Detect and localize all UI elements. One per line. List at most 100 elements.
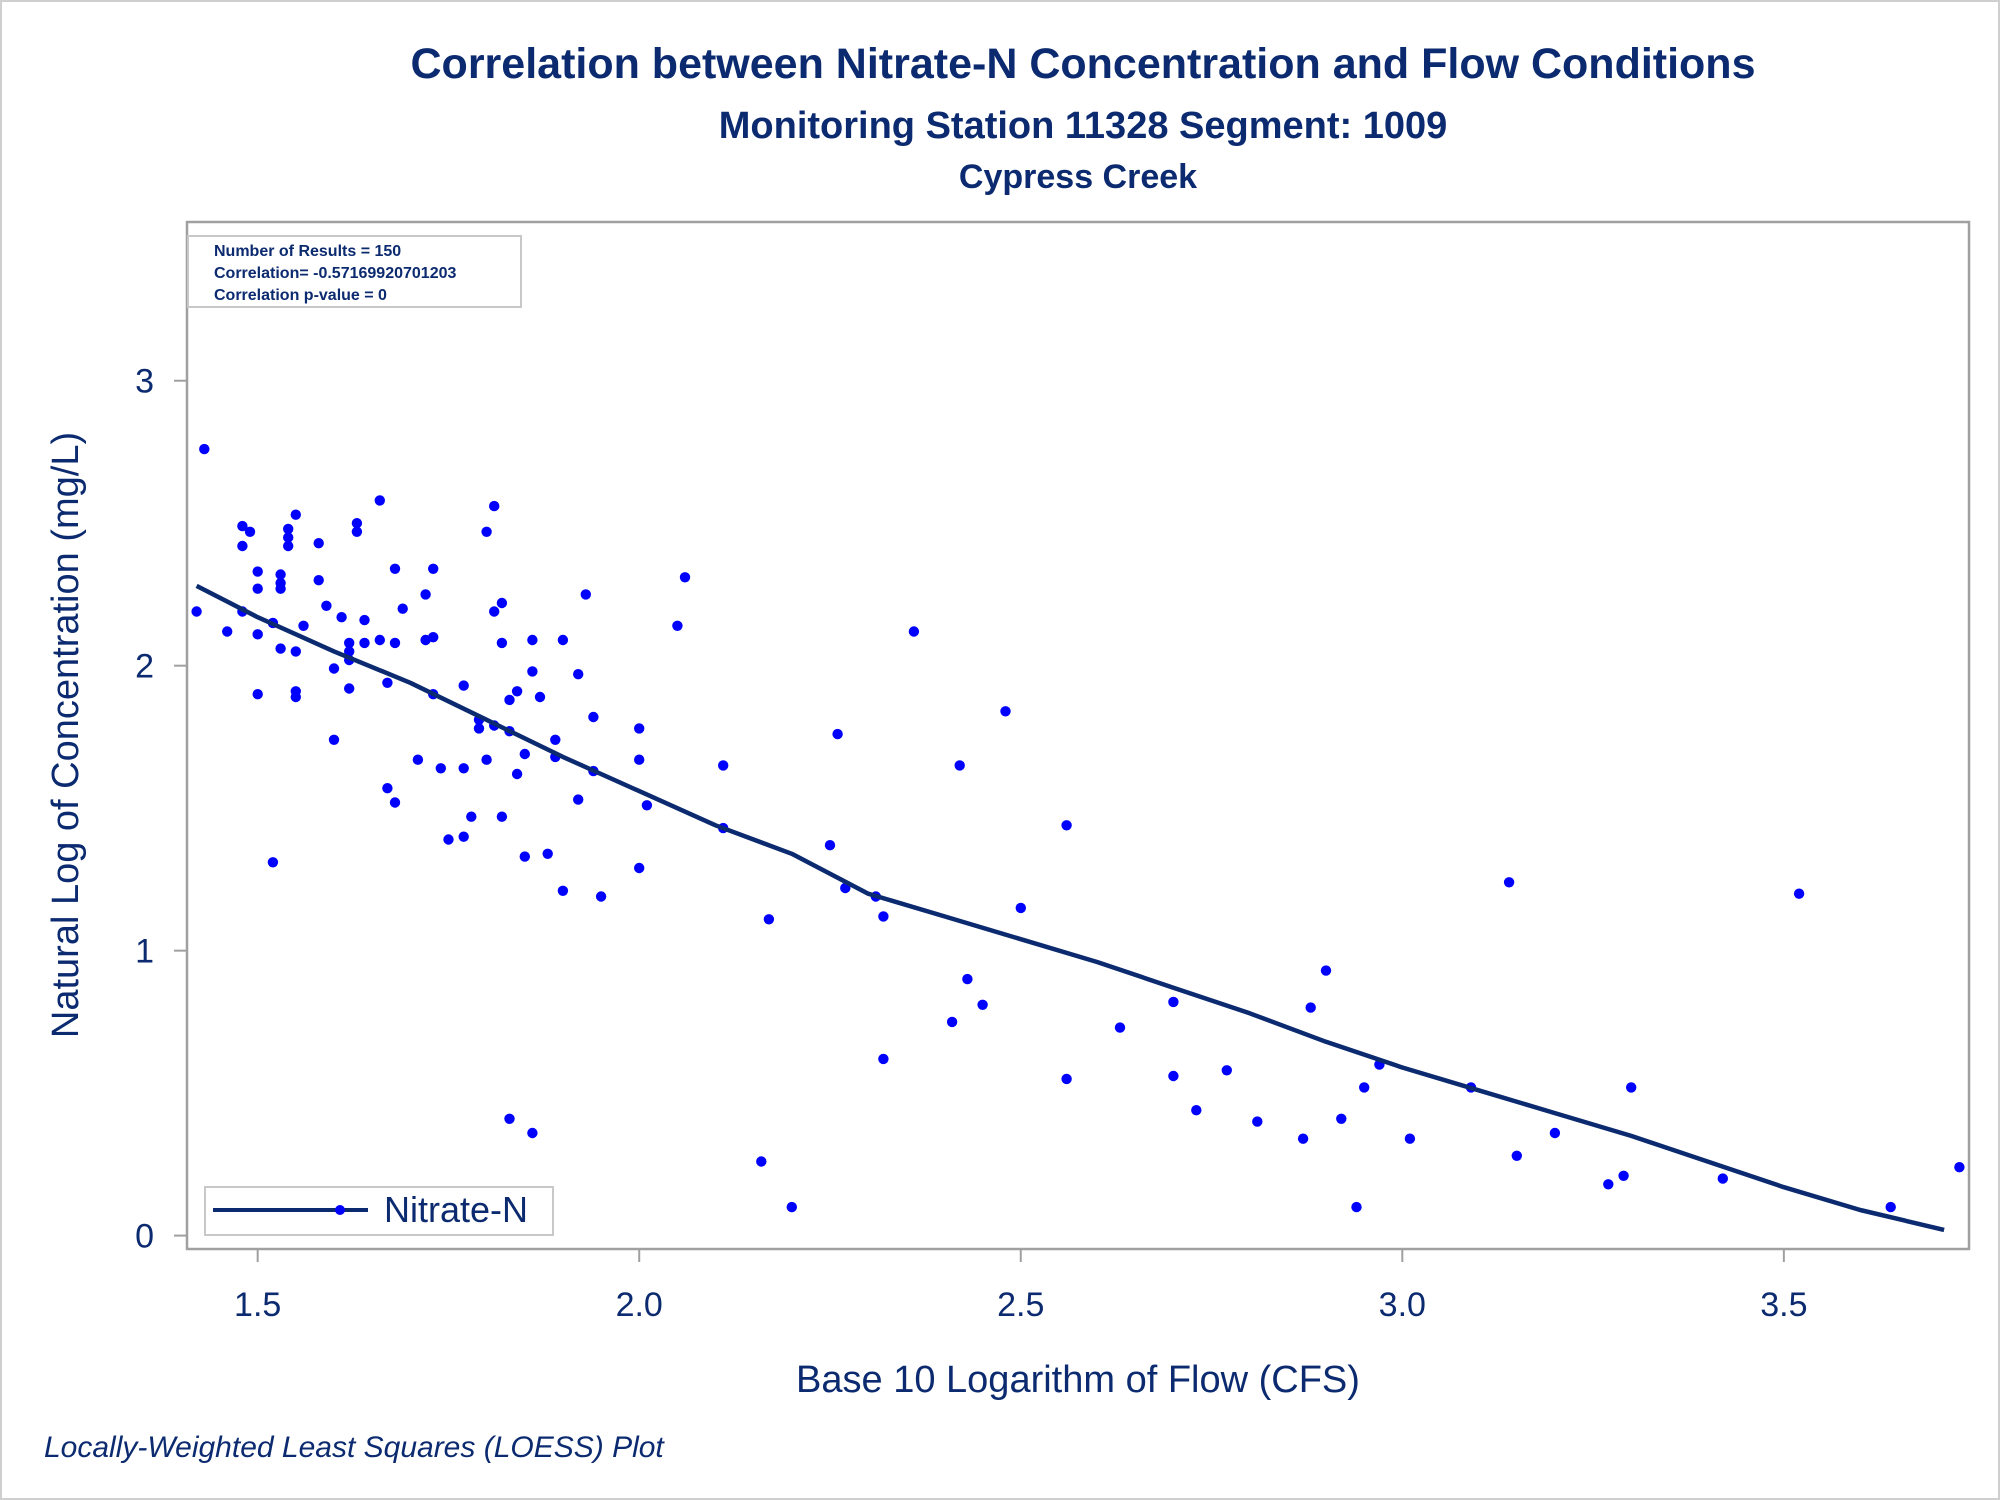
data-point bbox=[1320, 965, 1332, 976]
data-point bbox=[199, 443, 210, 455]
data-point bbox=[557, 634, 569, 646]
data-point bbox=[389, 563, 401, 574]
data-point bbox=[1793, 888, 1805, 899]
data-point bbox=[962, 973, 973, 985]
data-point bbox=[382, 677, 393, 688]
data-point bbox=[527, 1127, 538, 1139]
legend-marker-swatch bbox=[335, 1205, 345, 1215]
data-point bbox=[298, 620, 309, 631]
data-point bbox=[786, 1201, 797, 1213]
data-point bbox=[191, 606, 202, 617]
data-point bbox=[359, 637, 370, 649]
data-point bbox=[519, 851, 530, 862]
data-point bbox=[244, 526, 256, 537]
data-point bbox=[878, 911, 889, 922]
data-point bbox=[557, 885, 569, 896]
data-point bbox=[573, 794, 584, 805]
data-point bbox=[1297, 1133, 1309, 1144]
data-point bbox=[1717, 1173, 1729, 1184]
data-point bbox=[580, 589, 591, 600]
data-point bbox=[908, 626, 920, 637]
data-point bbox=[718, 760, 729, 771]
chart-title: Correlation between Nitrate-N Concentrat… bbox=[411, 40, 1756, 88]
data-point bbox=[1404, 1133, 1416, 1144]
x-tick-label: 2.5 bbox=[997, 1286, 1044, 1324]
stats-box-frame bbox=[187, 235, 522, 308]
legend-label: Nitrate-N bbox=[384, 1189, 528, 1230]
data-point bbox=[313, 575, 324, 586]
y-tick-label: 3 bbox=[135, 363, 154, 401]
y-tick-label: 2 bbox=[135, 648, 154, 686]
data-point bbox=[321, 600, 332, 611]
data-point bbox=[466, 811, 477, 822]
data-point bbox=[1061, 1073, 1072, 1085]
data-point bbox=[489, 500, 500, 512]
data-point bbox=[534, 691, 546, 703]
data-point bbox=[458, 831, 469, 842]
data-point bbox=[1626, 1082, 1637, 1093]
stats-box: Number of Results = 150 Correlation= -0.… bbox=[187, 235, 522, 308]
data-point bbox=[489, 606, 500, 617]
data-point bbox=[511, 686, 523, 697]
loess-line-layer bbox=[195, 583, 1945, 1233]
data-point bbox=[756, 1156, 767, 1167]
data-point bbox=[290, 509, 301, 520]
data-point bbox=[1885, 1201, 1896, 1213]
data-point bbox=[389, 637, 401, 649]
data-point bbox=[588, 711, 599, 723]
data-point bbox=[290, 691, 301, 703]
data-point bbox=[1305, 1002, 1316, 1013]
data-point bbox=[428, 632, 439, 643]
stats-correlation: Correlation= -0.57169920701203 bbox=[214, 265, 456, 282]
data-point bbox=[420, 589, 431, 600]
data-point bbox=[1252, 1116, 1263, 1127]
data-point bbox=[504, 694, 515, 706]
data-point bbox=[290, 646, 301, 657]
data-point bbox=[313, 538, 324, 549]
data-point bbox=[351, 526, 363, 537]
stats-result-count: Number of Results = 150 bbox=[214, 243, 401, 260]
data-point bbox=[634, 862, 645, 874]
data-point bbox=[634, 723, 645, 734]
data-point bbox=[275, 583, 286, 594]
data-point bbox=[328, 663, 340, 674]
data-point bbox=[595, 891, 607, 902]
data-point bbox=[641, 800, 653, 811]
data-point bbox=[374, 634, 385, 646]
data-point bbox=[527, 634, 538, 646]
data-point bbox=[412, 754, 424, 765]
plot-frame bbox=[185, 220, 1971, 1251]
data-point bbox=[1168, 1070, 1179, 1082]
data-point bbox=[473, 723, 485, 734]
loess-line bbox=[195, 583, 1945, 1233]
data-point bbox=[1061, 820, 1072, 831]
data-point bbox=[1351, 1201, 1362, 1213]
data-point bbox=[496, 811, 508, 822]
data-point bbox=[496, 597, 508, 609]
x-tick-label: 2.0 bbox=[616, 1286, 663, 1324]
data-point bbox=[832, 728, 843, 740]
x-axis: 1.5 2.0 2.5 3.0 3.5 bbox=[234, 1249, 1807, 1324]
x-tick-label: 1.5 bbox=[234, 1286, 281, 1324]
data-point bbox=[1000, 706, 1011, 717]
data-point bbox=[1168, 996, 1179, 1008]
x-tick-label: 3.5 bbox=[1760, 1286, 1807, 1324]
data-point bbox=[1191, 1105, 1202, 1116]
data-point bbox=[359, 614, 370, 626]
legend: Nitrate-N bbox=[204, 1186, 554, 1236]
data-point bbox=[481, 526, 492, 537]
data-point bbox=[252, 566, 263, 577]
data-point bbox=[443, 834, 454, 845]
data-point bbox=[550, 734, 561, 745]
data-point bbox=[977, 999, 988, 1010]
data-point bbox=[527, 666, 538, 677]
data-point bbox=[824, 840, 836, 851]
data-point bbox=[374, 495, 385, 506]
data-point bbox=[1603, 1179, 1614, 1190]
data-point bbox=[573, 669, 584, 680]
data-point bbox=[344, 646, 355, 657]
data-point bbox=[275, 643, 286, 654]
data-point bbox=[679, 572, 691, 583]
